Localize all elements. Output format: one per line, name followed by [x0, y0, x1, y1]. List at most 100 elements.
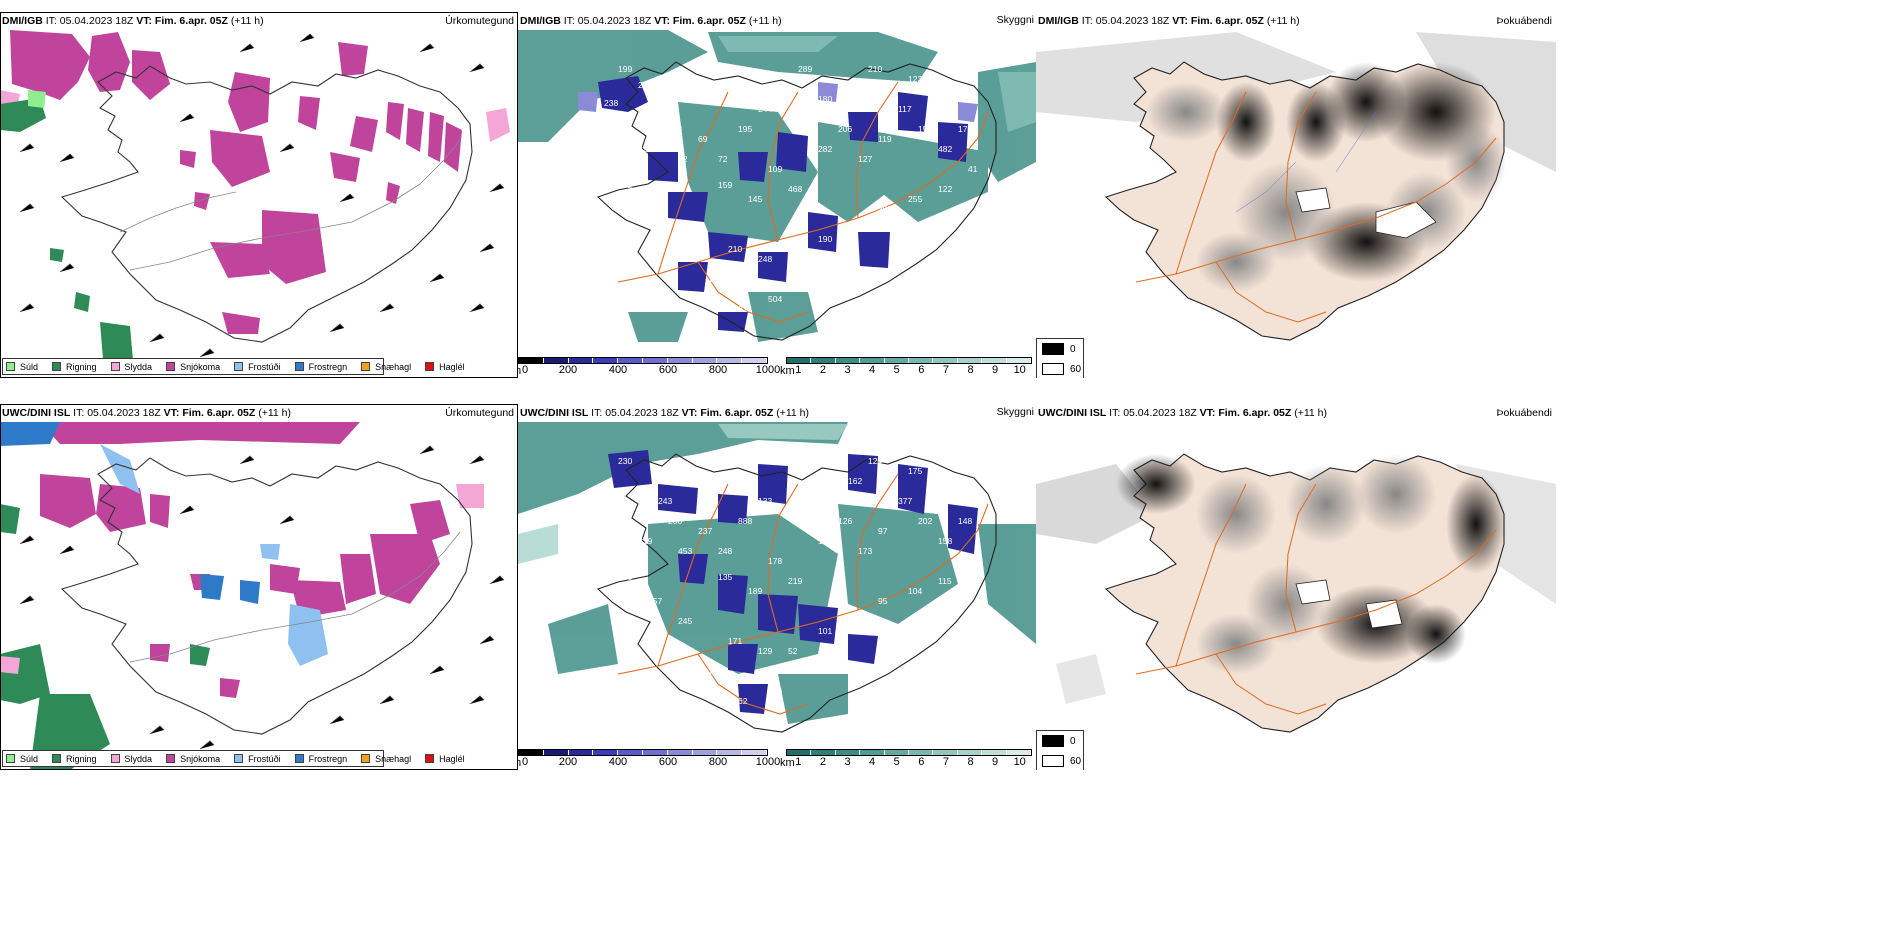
peak-height-label: 95: [878, 596, 888, 606]
peak-height-label: 219: [788, 576, 802, 586]
legend-label: Snæhagl: [375, 753, 412, 764]
colorbar-cell: [811, 750, 836, 755]
colorbar-cell: [933, 750, 958, 755]
legend-swatch: [234, 754, 244, 763]
peak-height-label: 52: [788, 646, 798, 656]
colorbar-tick: 1000: [755, 756, 781, 768]
peak-height-label: 102: [618, 180, 632, 190]
panel-visibility-uwc: 455 243 200 319 378 350 453 237 248 888 133 135 189 1…: [518, 404, 1036, 770]
peak-height-label: 151: [918, 124, 932, 134]
peak-height-label: 482: [938, 144, 952, 154]
peak-height-label: 208: [638, 80, 652, 90]
product-name: Úrkomutegund: [445, 15, 514, 27]
peak-height-label: 119: [708, 274, 722, 284]
colorbar-tick: 600: [658, 364, 678, 376]
peak-height-label: 243: [658, 496, 672, 506]
peak-height-label: 257: [648, 596, 662, 606]
colorbar-cell: [884, 358, 910, 363]
legend-label: Snæhagl: [375, 361, 412, 372]
legend-swatch: [425, 754, 435, 763]
legend-label: Haglél: [439, 361, 465, 372]
colorbar-cell: [811, 358, 836, 363]
legend-label: Rigning: [66, 361, 97, 372]
visibility-colorbar: 1 2 3 4 5 6 7 8 9 10 km: [780, 749, 1032, 769]
colorbar-cell: [717, 358, 743, 363]
peak-labels: 455 243 200 319 378 350 453 237 248 888 133 135 189 1…: [582, 456, 982, 706]
peak-height-label: 69: [698, 134, 708, 144]
legend-item: Frostregn: [294, 753, 348, 764]
peak-height-label: 70: [848, 616, 858, 626]
colorbar-tick: 7: [942, 756, 949, 768]
peak-height-label: 135: [718, 572, 732, 582]
precip-type-map-dmi: [0, 12, 518, 378]
peak-height-label: 109: [768, 164, 782, 174]
peak-height-label: 255: [908, 194, 922, 204]
peak-height-label: 248: [758, 254, 772, 264]
colorbar-cell: [519, 358, 544, 363]
colorbar-tick: 400: [608, 364, 628, 376]
legend-label: Frostregn: [308, 753, 348, 764]
panel-precip-type-dmi: DMI/IGB IT: 05.04.2023 18Z VT: Fim. 6.ap…: [0, 12, 518, 378]
fog-legend-label: 60: [1070, 363, 1082, 375]
legend-item: Snjókoma: [166, 362, 220, 372]
peak-height-label: 133: [758, 496, 772, 506]
colorbar-tick: 5: [893, 756, 900, 768]
colorbar-cell: [860, 358, 885, 363]
peak-height-label: 200: [668, 516, 682, 526]
colorbar-cell: [933, 358, 958, 363]
peak-height-label: 101: [818, 626, 832, 636]
legend-item: Rigning: [52, 754, 97, 764]
colorbar-cell: [618, 750, 643, 755]
product-name: Skyggni: [996, 406, 1034, 418]
peak-height-label: 248: [718, 546, 732, 556]
colorbar-tick: 0: [522, 364, 529, 376]
fog-map-dmi: [1036, 12, 1556, 378]
colorbar-tick: 1: [795, 364, 802, 376]
peak-height-label: 289: [798, 64, 812, 74]
colorbar-tick: 600: [658, 756, 678, 768]
fog-map-uwc: [1036, 404, 1556, 770]
peak-height-label: 123: [908, 74, 922, 84]
panel-title: DMI/IGB IT: 05.04.2023 18Z VT: Fim. 6.ap…: [520, 15, 782, 27]
colorbar-cell: [593, 750, 619, 755]
peak-height-label: 171: [728, 636, 742, 646]
peak-height-label: 455: [582, 506, 596, 516]
peak-height-label: 62: [738, 696, 748, 706]
colorbar-tick: 6: [918, 756, 925, 768]
legend-label: Haglél: [439, 753, 465, 764]
snow-areas: [10, 30, 462, 334]
peak-height-label: 237: [698, 526, 712, 536]
legend-swatch: [294, 362, 304, 371]
panel-title: UWC/DINI ISL IT: 05.04.2023 18Z VT: Fim.…: [520, 407, 810, 419]
legend-label: Snjókoma: [180, 753, 221, 764]
product-name: Þokuábendi: [1496, 15, 1552, 27]
colorbar-cell: [717, 750, 743, 755]
legend-label: Snjókoma: [180, 361, 221, 372]
peak-height-label: 453: [678, 546, 692, 556]
peak-height-label: 148: [958, 516, 972, 526]
peak-height-label: 175: [908, 466, 922, 476]
colorbar-unit: km: [780, 757, 795, 769]
colorbar-tick: 2: [819, 364, 826, 376]
peak-height-label: 97: [878, 526, 888, 536]
legend-label: Frostúði: [248, 753, 281, 764]
peak-height-label: 229: [848, 224, 862, 234]
colorbar-cell: [787, 358, 812, 363]
colorbar-cell: [692, 358, 718, 363]
colorbar-tick: 1000: [755, 364, 781, 376]
peak-height-label: 199: [618, 64, 632, 74]
peak-height-label: 377: [898, 496, 912, 506]
panel-title: UWC/DINI ISL IT: 05.04.2023 18Z VT: Fim.…: [1038, 407, 1328, 419]
colorbar-tick: 6: [918, 364, 925, 376]
peak-height-label: 350: [618, 572, 632, 582]
legend-item: Haglél: [425, 754, 465, 764]
peak-height-label: 145: [748, 194, 762, 204]
legend-item: Frostúði: [234, 362, 281, 372]
fog-legend-row: 0: [1037, 339, 1083, 359]
colorbar-strip: [786, 357, 1032, 364]
colorbar-cell: [568, 750, 594, 755]
product-name: Skyggni: [996, 14, 1034, 26]
fog-legend-swatch: [1042, 735, 1064, 747]
peak-height-label: 104: [908, 586, 922, 596]
peak-height-label: 170: [958, 124, 972, 134]
